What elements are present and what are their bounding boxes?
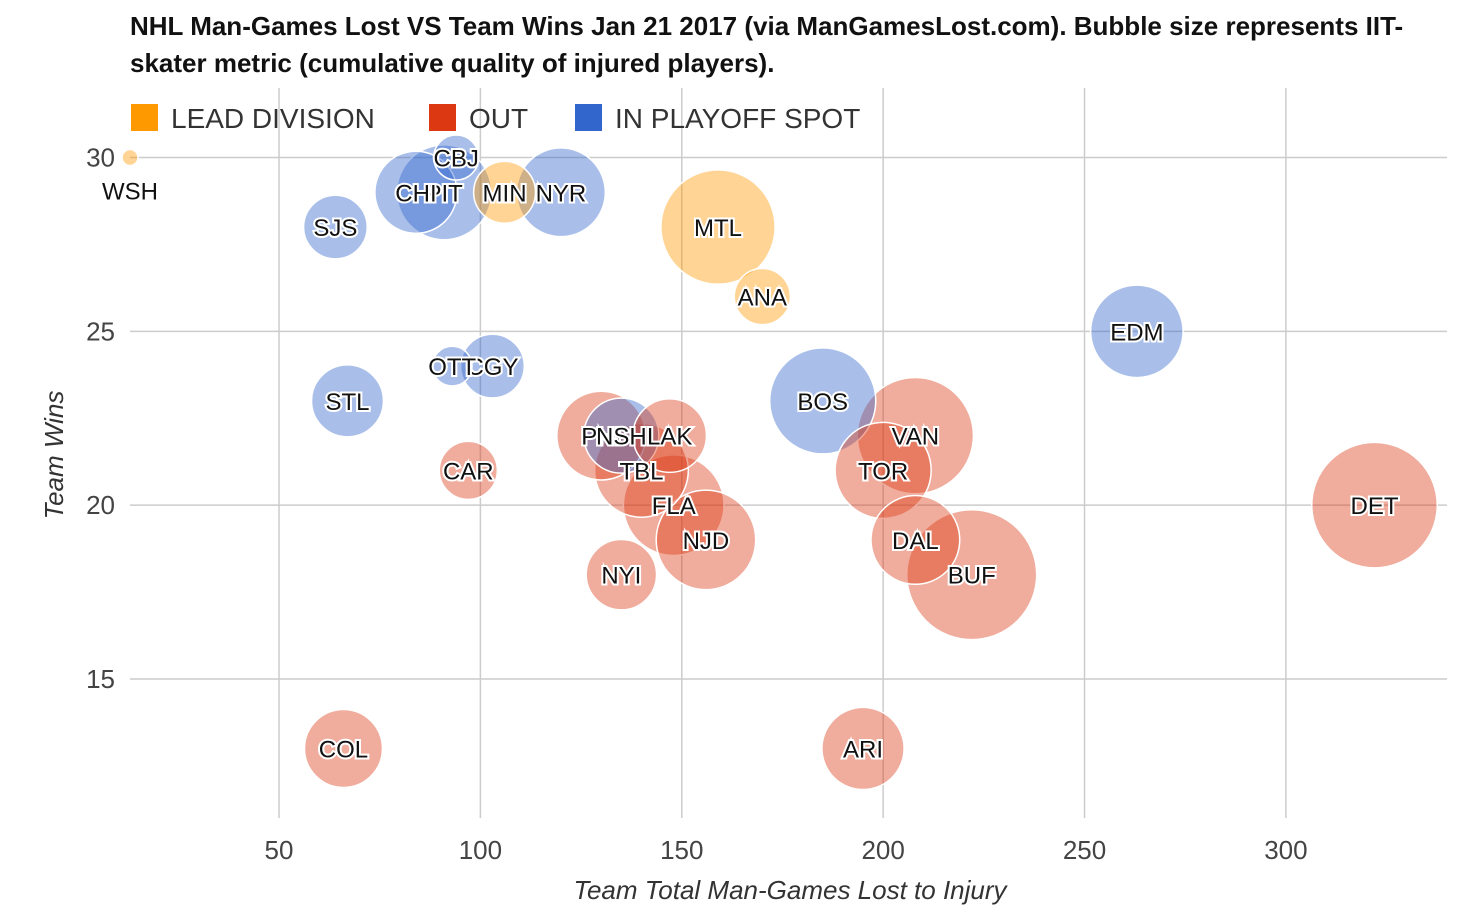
bubble-label: CHI bbox=[395, 180, 436, 207]
bubble bbox=[583, 397, 660, 474]
legend-label: IN PLAYOFF SPOT bbox=[615, 103, 860, 134]
bubble-label: CBJ bbox=[434, 146, 479, 173]
bubble bbox=[1311, 441, 1439, 569]
bubble bbox=[655, 489, 757, 591]
bubble-label: SJS bbox=[313, 215, 357, 242]
bubble-label: BOS bbox=[797, 389, 848, 416]
legend-label: OUT bbox=[469, 103, 528, 134]
bubble-label: CGY bbox=[466, 354, 518, 381]
bubble bbox=[121, 148, 139, 167]
bubble bbox=[906, 508, 1038, 641]
bubble-label: ANA bbox=[738, 285, 787, 312]
bubble bbox=[593, 422, 690, 518]
x-tick-label: 100 bbox=[459, 835, 502, 865]
bubble-label: WSH bbox=[102, 179, 158, 206]
bubble-label: NSH bbox=[596, 424, 647, 451]
tick-labels: 50 100 150 200 250 300 15 20 25 30 bbox=[86, 143, 1308, 865]
legend-label: LEAD DIVISION bbox=[171, 103, 375, 134]
legend: LEAD DIVISION OUT IN PLAYOFF SPOT bbox=[131, 103, 860, 134]
bubble bbox=[459, 333, 526, 399]
bubble-label: LAK bbox=[647, 424, 692, 451]
bubble-label: PHI bbox=[581, 424, 621, 451]
bubble-label: MIN bbox=[483, 180, 527, 207]
bubble-label: TBL bbox=[619, 458, 663, 485]
bubble-label: STL bbox=[325, 389, 369, 416]
y-tick-label: 15 bbox=[86, 664, 115, 694]
y-tick-label: 25 bbox=[86, 316, 115, 346]
y-tick-label: 20 bbox=[86, 490, 115, 520]
bubble-label: VAN bbox=[892, 424, 940, 451]
bubbles bbox=[121, 134, 1439, 791]
bubble bbox=[515, 147, 607, 238]
bubble-label: ARI bbox=[843, 736, 883, 763]
bubble bbox=[632, 398, 708, 474]
legend-swatch bbox=[575, 104, 602, 131]
bubble-label: NJD bbox=[683, 528, 730, 555]
bubble-label: MTL bbox=[694, 215, 742, 242]
bubble-label: PIT bbox=[425, 180, 463, 207]
bubble bbox=[733, 267, 792, 326]
bubble-label: DAL bbox=[892, 528, 939, 555]
bubble bbox=[472, 160, 537, 224]
x-tick-label: 300 bbox=[1264, 835, 1307, 865]
bubble bbox=[431, 345, 473, 387]
legend-swatch bbox=[429, 104, 456, 131]
x-tick-label: 50 bbox=[265, 835, 294, 865]
bubble bbox=[821, 706, 905, 791]
bubble bbox=[432, 134, 480, 181]
bubble bbox=[585, 538, 658, 611]
y-tick-label: 30 bbox=[86, 143, 115, 173]
legend-swatch bbox=[131, 104, 158, 131]
x-tick-label: 200 bbox=[861, 835, 904, 865]
bubble-label: TOR bbox=[858, 458, 908, 485]
bubble bbox=[1089, 284, 1184, 379]
bubble-label: FLA bbox=[652, 493, 696, 520]
bubble bbox=[834, 421, 932, 520]
x-tick-label: 150 bbox=[660, 835, 703, 865]
bubble-label: BUF bbox=[948, 563, 996, 590]
bubble-label: COL bbox=[319, 736, 368, 763]
bubble-label: DET bbox=[1351, 493, 1399, 520]
x-tick-label: 250 bbox=[1063, 835, 1106, 865]
x-axis-label: Team Total Man-Games Lost to Injury bbox=[573, 875, 1008, 905]
bubble bbox=[438, 440, 499, 501]
grid-lines bbox=[130, 88, 1447, 818]
bubble bbox=[374, 150, 458, 235]
bubble-labels: BUF DET VAN MTL BOS FLA NJD TOR PIT TBL EDM PHI DAL N… bbox=[102, 144, 1401, 766]
bubble-label: NYI bbox=[601, 563, 641, 590]
bubble bbox=[556, 390, 647, 481]
chart-title: NHL Man-Games Lost VS Team Wins Jan 21 2… bbox=[130, 11, 1404, 78]
y-axis-label: Team Wins bbox=[39, 391, 69, 520]
bubble-label: CAR bbox=[443, 458, 494, 485]
bubble bbox=[303, 708, 384, 789]
bubble bbox=[302, 194, 368, 260]
bubble bbox=[660, 169, 776, 285]
bubble-label: NYR bbox=[536, 180, 587, 207]
bubble bbox=[870, 494, 961, 586]
bubble bbox=[310, 364, 385, 438]
bubble bbox=[395, 144, 493, 241]
bubble-label: OTT bbox=[428, 354, 476, 381]
bubble-label: EDM bbox=[1110, 319, 1163, 346]
bubble bbox=[768, 347, 877, 455]
